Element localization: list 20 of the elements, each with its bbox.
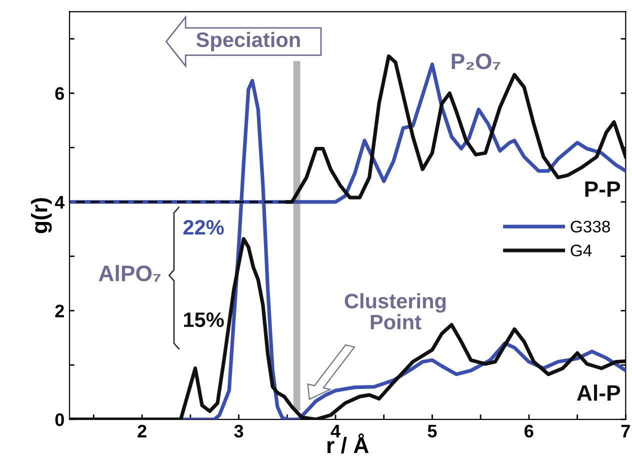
y-axis-title: g(r) bbox=[31, 198, 52, 234]
annotation: AlPO₇ bbox=[98, 264, 160, 282]
x-tick-label: 7 bbox=[621, 424, 630, 438]
y-tick-label: 0 bbox=[55, 413, 64, 426]
annotation: P₂O₇ bbox=[452, 54, 500, 70]
annotation: 15% bbox=[184, 312, 224, 328]
x-tick-label: 2 bbox=[138, 424, 146, 438]
annotation: Al-P bbox=[576, 384, 620, 401]
x-tick-label: 5 bbox=[428, 424, 437, 438]
legend-label: G4 bbox=[570, 244, 592, 256]
legend-label: G338 bbox=[570, 220, 610, 233]
x-tick-label: 6 bbox=[524, 424, 534, 438]
annotation: P-P bbox=[585, 182, 620, 197]
annotation: Speciation bbox=[196, 32, 300, 52]
annotation: Clustering Point bbox=[344, 293, 446, 330]
y-tick-label: 2 bbox=[55, 304, 64, 318]
y-tick-label: 4 bbox=[54, 196, 65, 208]
x-tick-label: 3 bbox=[234, 424, 244, 438]
annotation: 22% bbox=[183, 220, 224, 235]
y-tick-label: 6 bbox=[55, 87, 64, 100]
